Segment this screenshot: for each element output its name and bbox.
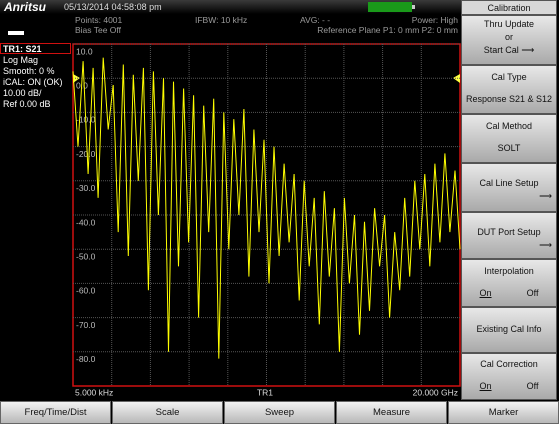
button-line: Cal Line Setup — [479, 178, 539, 188]
scale: 10.00 dB/ — [3, 88, 42, 98]
trace — [72, 57, 461, 359]
ref-level: Ref 0.00 dB — [3, 99, 51, 109]
arrow: ⟶ — [539, 240, 552, 250]
format: Log Mag — [3, 55, 39, 65]
datetime: 05/13/2014 04:58:08 pm — [64, 2, 162, 12]
brand: Anritsu — [4, 0, 46, 14]
y-tick-label: -80.0 — [76, 354, 96, 364]
y-tick-label: -20.0 — [76, 149, 96, 159]
button-line: Start Cal ⟶ — [462, 45, 556, 56]
button-line: or — [504, 32, 513, 42]
menu-title: Calibration — [461, 0, 557, 15]
stop-frequency: 20.000 GHz — [413, 387, 458, 397]
y-tick-label: -30.0 — [76, 183, 96, 193]
tab[interactable]: Scale — [112, 401, 223, 424]
option-off: Off — [526, 381, 539, 391]
y-tick-label: -60.0 — [76, 286, 96, 296]
menu-button[interactable]: Cal Correction On Off — [461, 353, 557, 400]
points: Points: 4001 — [75, 15, 123, 25]
trace-label: TR1 — [257, 387, 273, 397]
arrow: ⟶ — [521, 45, 535, 55]
menu-button[interactable]: Thru Update or Start Cal ⟶ — [461, 15, 557, 65]
ref-marker-right — [453, 74, 460, 83]
trace-box — [0, 43, 71, 54]
y-tick-label: -50.0 — [76, 251, 96, 261]
button-line: Cal Correction — [480, 359, 538, 369]
arrow: ⟶ — [539, 191, 552, 201]
button-line: Interpolation — [484, 266, 534, 276]
menu-button[interactable]: Existing Cal Info — [461, 307, 557, 353]
option-off: Off — [526, 288, 539, 298]
battery — [368, 2, 412, 12]
option-on: On — [479, 381, 492, 391]
plot: 5.000 kHz TR1 20.000 GHz 10.00.0-10.0-20… — [72, 43, 461, 397]
menu-button[interactable]: Cal Type Response S21 & S12 — [461, 65, 557, 114]
power: Power: High — [411, 15, 458, 25]
bias-tee: Bias Tee Off — [75, 25, 121, 35]
button-line: Thru Update — [483, 19, 535, 29]
option-on: On — [479, 288, 492, 298]
avg: AVG: - - — [300, 15, 331, 25]
indicator — [8, 31, 24, 35]
button-line: Cal Type — [491, 72, 527, 82]
tab[interactable]: Sweep — [224, 401, 335, 424]
button-line: Cal Method — [485, 121, 533, 131]
ifbw: IFBW: 10 kHz — [195, 15, 248, 25]
ref-marker-left — [73, 74, 80, 83]
button-line: Response S21 & S12 — [465, 94, 553, 104]
button-line: SOLT — [497, 143, 521, 153]
tab[interactable]: Freq/Time/Dist — [0, 401, 111, 424]
smooth: Smooth: 0 % — [3, 66, 55, 76]
button-line: Start Cal — [483, 45, 519, 55]
menu-button[interactable]: Cal Method SOLT — [461, 114, 557, 163]
button-line: Existing Cal Info — [476, 324, 542, 334]
reference-plane: Reference Plane P1: 0 mm P2: 0 mm — [317, 25, 458, 35]
trace-id: TR1: S21 — [3, 44, 42, 54]
menu-button[interactable]: DUT Port Setup ⟶ — [461, 212, 557, 259]
y-tick-label: -70.0 — [76, 320, 96, 330]
y-tick-label: 10.0 — [76, 46, 93, 56]
tab[interactable]: Measure — [336, 401, 447, 424]
y-tick-label: -40.0 — [76, 217, 96, 227]
menu-button[interactable]: Cal Line Setup ⟶ — [461, 163, 557, 212]
battery-tip — [412, 5, 415, 9]
start-frequency: 5.000 kHz — [75, 387, 113, 397]
menu-title-text: Calibration — [487, 3, 531, 13]
button-line: DUT Port Setup — [477, 227, 541, 237]
ical: iCAL: ON (OK) — [3, 77, 63, 87]
status-bar: Anritsu 05/13/2014 04:58:08 pm — [0, 0, 461, 14]
menu-button[interactable]: Interpolation On Off — [461, 259, 557, 307]
tab[interactable]: Marker — [448, 401, 559, 424]
